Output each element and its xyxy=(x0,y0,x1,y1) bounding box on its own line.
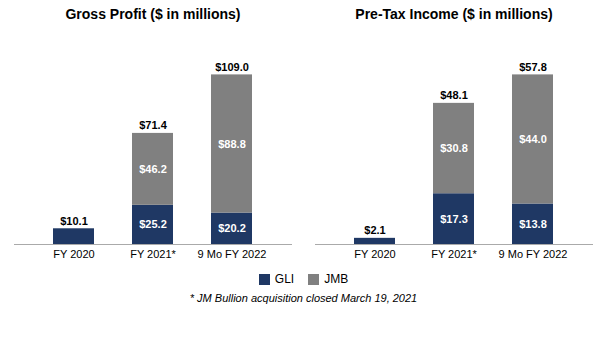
svg-text:FY 2021*: FY 2021* xyxy=(130,248,176,260)
svg-text:9 Mo FY 2022: 9 Mo FY 2022 xyxy=(198,248,267,260)
svg-text:FY 2020: FY 2020 xyxy=(354,248,395,260)
html-text:GLI: GLI xyxy=(274,272,295,286)
svg-text:$71.4: $71.4 xyxy=(139,119,167,131)
svg-text:$20.2: $20.2 xyxy=(218,222,246,234)
svg-text:$88.8: $88.8 xyxy=(218,138,246,150)
svg-text:$13.8: $13.8 xyxy=(519,218,547,230)
html-text:* JM Bullion acquisition close: * JM Bullion acquisition closed March 19… xyxy=(189,292,418,304)
svg-text:$25.2: $25.2 xyxy=(139,218,167,230)
svg-text:9 Mo FY 2022: 9 Mo FY 2022 xyxy=(499,248,568,260)
svg-text:FY 2021*: FY 2021* xyxy=(431,248,477,260)
html-text:Gross Profit ($ in millions): Gross Profit ($ in millions) xyxy=(65,6,241,22)
svg-text:$48.1: $48.1 xyxy=(440,89,468,101)
svg-text:$10.1: $10.1 xyxy=(60,215,88,227)
svg-text:$46.2: $46.2 xyxy=(139,163,167,175)
svg-text:$57.8: $57.8 xyxy=(519,61,547,73)
html-text:JMB: JMB xyxy=(324,272,349,286)
svg-text:$30.8: $30.8 xyxy=(440,142,468,154)
svg-text:$17.3: $17.3 xyxy=(440,213,468,225)
html-text:Pre-Tax Income ($ in millions): Pre-Tax Income ($ in millions) xyxy=(355,6,553,22)
svg-text:FY 2020: FY 2020 xyxy=(53,248,94,260)
svg-text:$44.0: $44.0 xyxy=(519,133,547,145)
svg-text:$2.1: $2.1 xyxy=(364,224,385,236)
svg-text:$109.0: $109.0 xyxy=(215,61,249,73)
